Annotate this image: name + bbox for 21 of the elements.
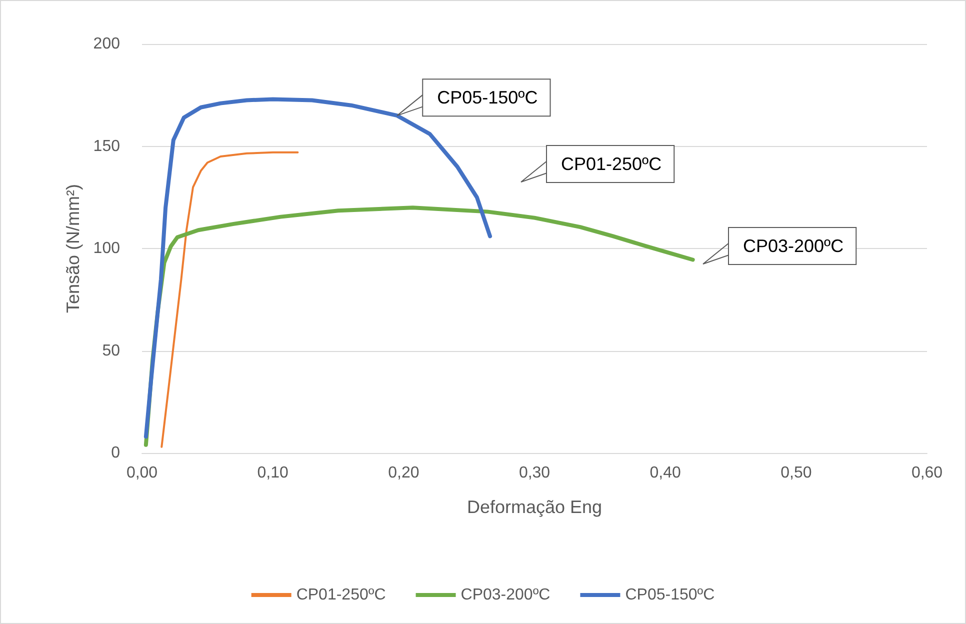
- x-tick-label: 0,60: [911, 464, 943, 482]
- y-tick-label: 50: [102, 342, 120, 360]
- annotation: CP03-200ºC: [743, 236, 844, 256]
- legend-label: CP03-200ºC: [460, 586, 550, 604]
- y-axis-title: Tensão (N/mm²): [63, 184, 83, 314]
- legend-label: CP01-250ºC: [296, 586, 386, 604]
- y-tick-label: 0: [111, 444, 120, 462]
- legend-label: CP05-150ºC: [625, 586, 715, 604]
- x-tick-label: 0,10: [257, 464, 289, 482]
- line-series: [160, 151, 299, 448]
- annotation: CP05-150ºC: [437, 88, 538, 108]
- y-tick-label: 150: [93, 138, 120, 155]
- y-tick-label: 100: [93, 240, 120, 257]
- x-tick-label: 0,40: [650, 464, 682, 482]
- x-axis-title: Deformação Eng: [466, 497, 602, 517]
- x-tick-label: 0,30: [518, 464, 550, 482]
- annotation: CP01-250ºC: [561, 154, 662, 174]
- x-tick-label: 0,50: [780, 464, 812, 482]
- x-tick-label: 0,20: [388, 464, 420, 482]
- x-tick-label: 0,00: [126, 464, 158, 482]
- y-tick-label: 200: [93, 36, 120, 52]
